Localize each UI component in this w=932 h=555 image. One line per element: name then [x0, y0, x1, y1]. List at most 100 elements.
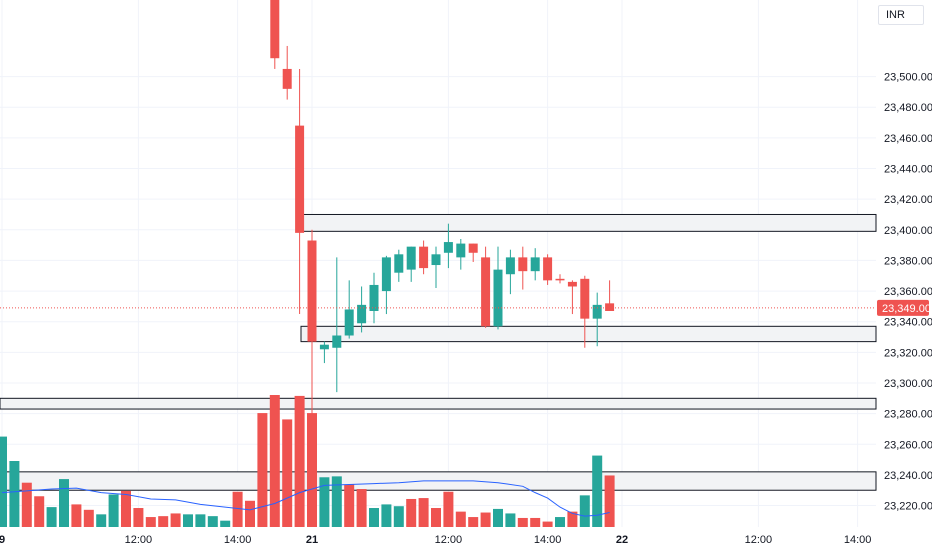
- volume-bar: [195, 514, 206, 527]
- candle: [443, 223, 453, 269]
- price-axis[interactable]: 23,220.00 23,240.00 23,260.00 23,280.00 23,3…: [884, 72, 932, 513]
- price-tick-label: 23,380.00: [884, 255, 932, 267]
- volume-bar: [517, 517, 528, 527]
- time-tick-label: 12:00: [125, 534, 153, 546]
- candle: [555, 274, 565, 284]
- price-tick-label: 23,420.00: [884, 194, 932, 206]
- volume-bar: [480, 512, 491, 527]
- volume-bar: [344, 484, 355, 527]
- price-tick-label: 23,460.00: [884, 133, 932, 145]
- zone-box[interactable]: [300, 213, 877, 232]
- volume-bar: [220, 520, 231, 527]
- volume-bar: [9, 461, 20, 527]
- price-tick-label: 23,220.00: [884, 501, 932, 513]
- candle-body: [307, 240, 317, 342]
- candle: [419, 240, 429, 275]
- candle-body: [443, 242, 453, 253]
- candle-body: [456, 243, 466, 258]
- volume-bar: [369, 508, 379, 527]
- volume-bar: [83, 509, 94, 527]
- candle-body: [543, 257, 553, 281]
- zone-box[interactable]: [300, 325, 877, 343]
- candle-body: [493, 269, 503, 327]
- volume-bar: [207, 516, 218, 527]
- candle: [592, 292, 602, 347]
- price-tick-label: 23,240.00: [884, 470, 932, 482]
- time-tick-label: 12:00: [745, 534, 773, 546]
- candle: [505, 249, 515, 295]
- support-resistance-zones[interactable]: [0, 213, 877, 491]
- volume-bar: [96, 514, 107, 527]
- candle-body: [282, 68, 292, 89]
- zone-box[interactable]: [0, 397, 877, 410]
- volume-bar: [232, 491, 243, 527]
- candle-body: [580, 278, 590, 319]
- volume-bar: [381, 504, 392, 527]
- volume-bar: [443, 491, 454, 527]
- candle: [567, 280, 577, 315]
- candle-body: [406, 246, 416, 270]
- price-tick-label: 23,340.00: [884, 317, 932, 329]
- candle-body: [344, 309, 354, 336]
- volume-bar: [257, 413, 268, 527]
- volume-bar: [393, 506, 404, 527]
- candle-body: [319, 344, 329, 350]
- time-tick-label: 12:00: [435, 534, 463, 546]
- candle: [481, 246, 491, 328]
- candle-body: [518, 257, 528, 272]
- currency-label[interactable]: INR: [878, 5, 924, 25]
- candle: [468, 243, 478, 262]
- candle: [282, 45, 292, 100]
- volume-bar: [133, 508, 144, 527]
- volume-bar: [418, 498, 429, 527]
- volume-bar: [468, 517, 479, 527]
- candle: [369, 272, 379, 324]
- price-tick-label: 23,320.00: [884, 347, 932, 359]
- candle-body: [530, 257, 540, 272]
- volume-bars: [0, 395, 615, 527]
- volume-bar: [71, 504, 82, 527]
- candle: [344, 280, 354, 339]
- candle-body: [394, 254, 404, 273]
- candle: [319, 341, 329, 364]
- current-price-tag: 23,349.00: [877, 299, 931, 316]
- time-tick-label: 22: [616, 534, 628, 546]
- volume-bar: [59, 479, 69, 527]
- price-tag-box: [877, 299, 929, 316]
- grid-layer: [0, 0, 876, 527]
- candle-body: [431, 254, 441, 266]
- volume-bar: [307, 413, 317, 527]
- time-tick-label: 21: [306, 534, 318, 546]
- candle-body: [270, 0, 280, 59]
- volume-bar: [170, 513, 181, 527]
- volume-bar: [0, 436, 7, 527]
- time-tick-label: 14:00: [224, 534, 252, 546]
- volume-bar: [145, 517, 156, 527]
- volume-bar: [108, 494, 119, 527]
- price-tick-label: 23,360.00: [884, 286, 932, 298]
- candle: [394, 249, 404, 282]
- volume-bar: [530, 517, 541, 527]
- price-tick-label: 23,260.00: [884, 439, 932, 451]
- candle: [332, 257, 342, 393]
- price-tick-label: 23,300.00: [884, 378, 932, 390]
- volume-bar: [567, 511, 578, 527]
- candle: [456, 238, 466, 270]
- volume-moving-average: [1, 480, 610, 517]
- candles[interactable]: [270, 0, 615, 420]
- candle-body: [481, 257, 491, 327]
- time-axis[interactable]: 9 12:00 14:00 21 12:00 14:00 22 12:00 14:00: [0, 534, 871, 546]
- volume-bar: [431, 508, 441, 527]
- candle: [431, 246, 441, 289]
- candle: [493, 246, 503, 330]
- price-tag-label: 23,349.00: [882, 303, 931, 315]
- volume-bar: [245, 500, 255, 527]
- volume-bar: [319, 477, 330, 527]
- volume-bar: [542, 521, 553, 527]
- price-tick-label: 23,480.00: [884, 102, 932, 114]
- volume-bar: [294, 395, 305, 527]
- volume-bar: [282, 419, 293, 527]
- volume-bar: [505, 513, 516, 527]
